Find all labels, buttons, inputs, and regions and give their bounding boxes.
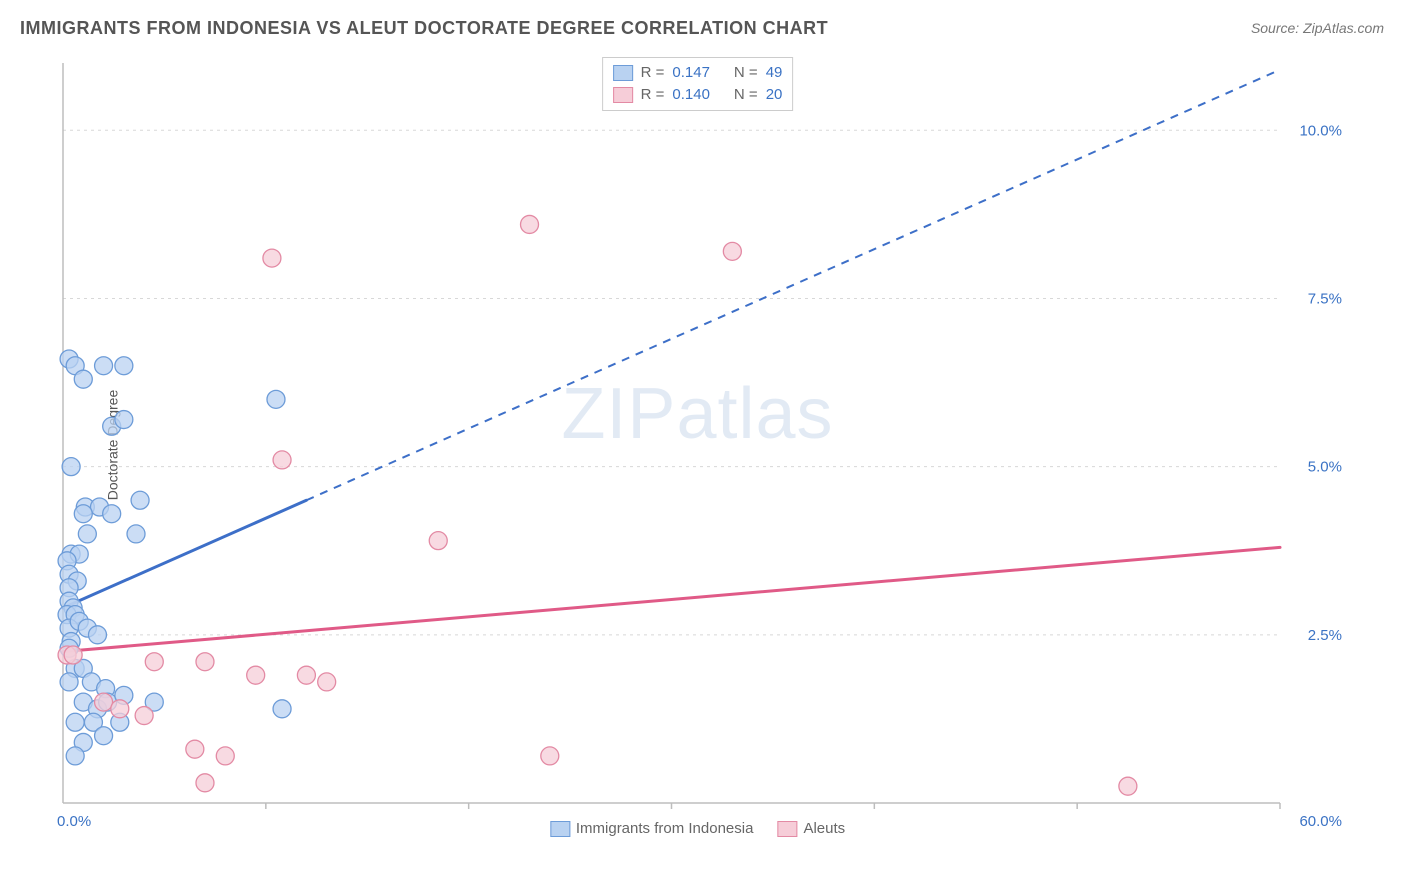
swatch-icon bbox=[550, 821, 570, 837]
legend-item-aleuts: Aleuts bbox=[777, 820, 845, 837]
correlation-legend: R = 0.147 N = 49 R = 0.140 N = 20 bbox=[602, 57, 794, 111]
svg-text:7.5%: 7.5% bbox=[1308, 290, 1342, 307]
chart-area: Doctorate Degree ZIPatlas 2.5%5.0%7.5%10… bbox=[45, 55, 1350, 835]
source-label: Source: ZipAtlas.com bbox=[1251, 20, 1384, 36]
swatch-icon bbox=[777, 821, 797, 837]
legend-item-indonesia: Immigrants from Indonesia bbox=[550, 820, 754, 837]
swatch-aleuts bbox=[613, 87, 633, 103]
n-label: N = bbox=[734, 84, 758, 106]
r-label: R = bbox=[641, 84, 665, 106]
r-label: R = bbox=[641, 62, 665, 84]
legend-label-indonesia: Immigrants from Indonesia bbox=[576, 820, 754, 837]
legend-label-aleuts: Aleuts bbox=[803, 820, 845, 837]
chart-title: IMMIGRANTS FROM INDONESIA VS ALEUT DOCTO… bbox=[20, 18, 828, 39]
legend-row-aleuts: R = 0.140 N = 20 bbox=[613, 84, 783, 106]
n-value-indonesia: 49 bbox=[766, 62, 783, 84]
r-value-aleuts: 0.140 bbox=[672, 84, 710, 106]
series-legend: Immigrants from Indonesia Aleuts bbox=[550, 820, 845, 837]
r-value-indonesia: 0.147 bbox=[672, 62, 710, 84]
legend-row-indonesia: R = 0.147 N = 49 bbox=[613, 62, 783, 84]
swatch-indonesia bbox=[613, 65, 633, 81]
svg-text:10.0%: 10.0% bbox=[1299, 122, 1342, 139]
x-axis-max-label: 60.0% bbox=[1299, 813, 1342, 830]
n-label: N = bbox=[734, 62, 758, 84]
svg-text:2.5%: 2.5% bbox=[1308, 627, 1342, 644]
n-value-aleuts: 20 bbox=[766, 84, 783, 106]
scatter-chart-svg: 2.5% 5.0% 7.5% 10.0% bbox=[45, 55, 1350, 835]
x-axis-min-label: 0.0% bbox=[57, 813, 91, 830]
svg-text:5.0%: 5.0% bbox=[1308, 459, 1342, 476]
